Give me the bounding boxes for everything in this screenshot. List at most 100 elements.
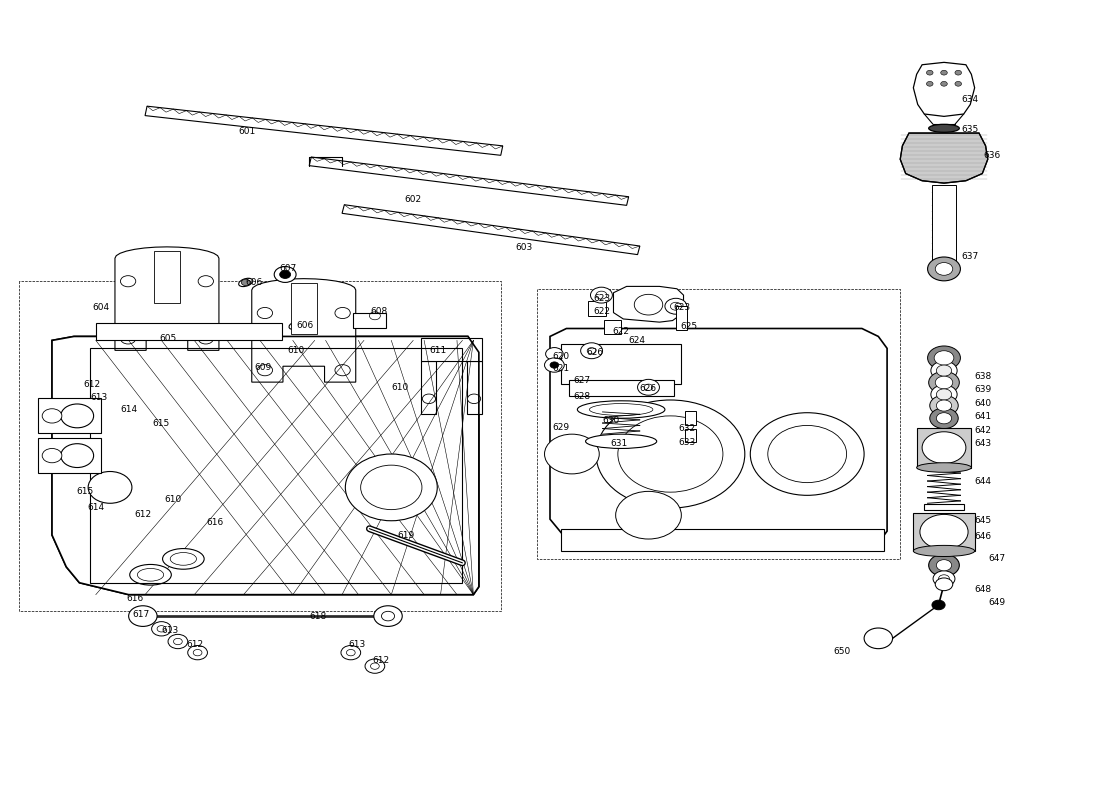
Circle shape: [334, 307, 350, 318]
Text: 637: 637: [961, 253, 979, 262]
Text: 605: 605: [160, 334, 176, 342]
Polygon shape: [145, 106, 503, 155]
Ellipse shape: [163, 549, 205, 570]
Polygon shape: [550, 329, 887, 551]
Circle shape: [865, 628, 892, 649]
Text: 639: 639: [975, 385, 992, 394]
Text: 601: 601: [238, 127, 255, 136]
Text: 625: 625: [680, 322, 697, 331]
Text: 610: 610: [165, 495, 182, 504]
Circle shape: [544, 358, 564, 372]
Polygon shape: [37, 398, 101, 434]
Circle shape: [955, 82, 961, 86]
Text: 635: 635: [961, 126, 979, 134]
Polygon shape: [116, 247, 219, 350]
Circle shape: [546, 347, 563, 360]
Text: 613: 613: [349, 640, 366, 649]
Text: 633: 633: [678, 438, 695, 447]
Text: 612: 612: [373, 656, 389, 665]
Bar: [913, 513, 975, 551]
Bar: [561, 344, 681, 384]
Text: 628: 628: [573, 391, 590, 401]
Text: 631: 631: [610, 439, 627, 448]
Polygon shape: [52, 337, 478, 594]
Circle shape: [120, 276, 135, 286]
Text: 638: 638: [975, 372, 992, 381]
Text: 612: 612: [187, 640, 204, 649]
Circle shape: [198, 333, 213, 344]
Text: 609: 609: [254, 363, 272, 372]
Circle shape: [927, 257, 960, 281]
Text: 616: 616: [207, 518, 223, 527]
Text: 621: 621: [552, 364, 570, 373]
Text: 640: 640: [975, 398, 992, 408]
Text: 603: 603: [515, 243, 532, 252]
Circle shape: [544, 434, 600, 474]
Circle shape: [292, 322, 300, 329]
Bar: [916, 428, 971, 467]
Circle shape: [940, 82, 947, 86]
Circle shape: [926, 70, 933, 75]
Bar: [466, 361, 482, 414]
Text: 615: 615: [76, 487, 94, 496]
Bar: [684, 411, 695, 426]
Text: 645: 645: [975, 516, 992, 526]
Text: 606: 606: [245, 278, 263, 287]
Text: 617: 617: [132, 610, 150, 619]
Text: 613: 613: [162, 626, 178, 635]
Circle shape: [341, 646, 361, 660]
Circle shape: [361, 465, 422, 510]
Bar: [290, 283, 317, 334]
Circle shape: [616, 491, 681, 539]
Bar: [561, 529, 883, 551]
Text: 646: 646: [975, 532, 992, 541]
Circle shape: [365, 659, 385, 674]
Text: eurospares: eurospares: [220, 350, 398, 402]
Circle shape: [468, 394, 481, 403]
Text: 642: 642: [975, 426, 991, 434]
Text: 648: 648: [975, 585, 992, 594]
Bar: [90, 348, 462, 582]
Circle shape: [930, 408, 958, 429]
Circle shape: [88, 471, 132, 503]
Ellipse shape: [913, 546, 975, 557]
Text: 604: 604: [92, 303, 110, 312]
Circle shape: [550, 362, 559, 368]
Bar: [421, 361, 437, 414]
Bar: [154, 251, 180, 302]
Circle shape: [928, 554, 959, 576]
Text: 624: 624: [629, 336, 646, 345]
Bar: [684, 430, 695, 442]
Circle shape: [168, 634, 188, 649]
Circle shape: [618, 416, 723, 492]
Ellipse shape: [578, 401, 664, 418]
Circle shape: [596, 400, 745, 508]
Circle shape: [926, 82, 933, 86]
Text: 627: 627: [573, 377, 590, 386]
Circle shape: [933, 571, 955, 586]
Text: 632: 632: [678, 424, 695, 433]
Circle shape: [198, 276, 213, 286]
Circle shape: [932, 600, 945, 610]
Text: 623: 623: [594, 294, 610, 303]
Circle shape: [750, 413, 865, 495]
Circle shape: [935, 578, 953, 590]
Text: 623: 623: [673, 303, 691, 312]
Circle shape: [930, 395, 958, 416]
Circle shape: [935, 376, 953, 389]
Circle shape: [279, 270, 290, 278]
Text: 614: 614: [120, 405, 138, 414]
Text: 643: 643: [975, 439, 992, 448]
Circle shape: [931, 361, 957, 380]
Circle shape: [274, 266, 296, 282]
Circle shape: [581, 342, 603, 358]
Circle shape: [42, 409, 62, 423]
Circle shape: [928, 371, 959, 394]
Text: 650: 650: [834, 647, 850, 656]
Circle shape: [591, 287, 613, 303]
Text: 630: 630: [603, 416, 619, 425]
Circle shape: [152, 622, 172, 636]
Text: 634: 634: [961, 95, 979, 104]
Circle shape: [374, 606, 403, 626]
Text: 644: 644: [975, 478, 991, 486]
